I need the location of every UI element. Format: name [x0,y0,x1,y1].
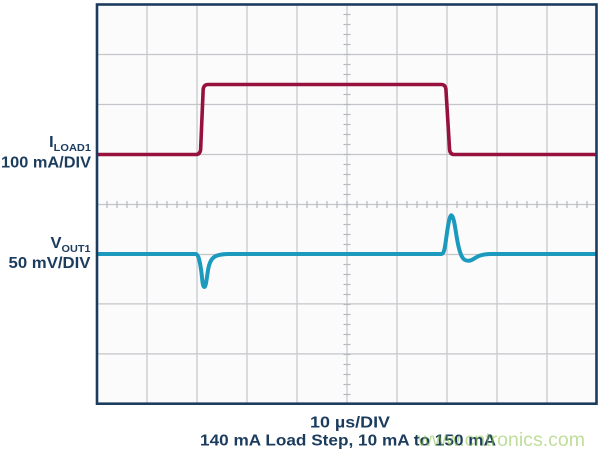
svg-text:www.cntronics.com: www.cntronics.com [417,430,585,451]
svg-text:VOUT1: VOUT1 [51,235,91,255]
svg-text:10 µs/DIV: 10 µs/DIV [310,415,390,432]
svg-text:100 mA/DIV: 100 mA/DIV [1,155,91,172]
svg-text:ILOAD1: ILOAD1 [49,134,91,154]
svg-text:140 mA Load Step, 10 mA to 150: 140 mA Load Step, 10 mA to 150 mA [200,432,496,449]
svg-text:50 mV/DIV: 50 mV/DIV [9,255,91,272]
